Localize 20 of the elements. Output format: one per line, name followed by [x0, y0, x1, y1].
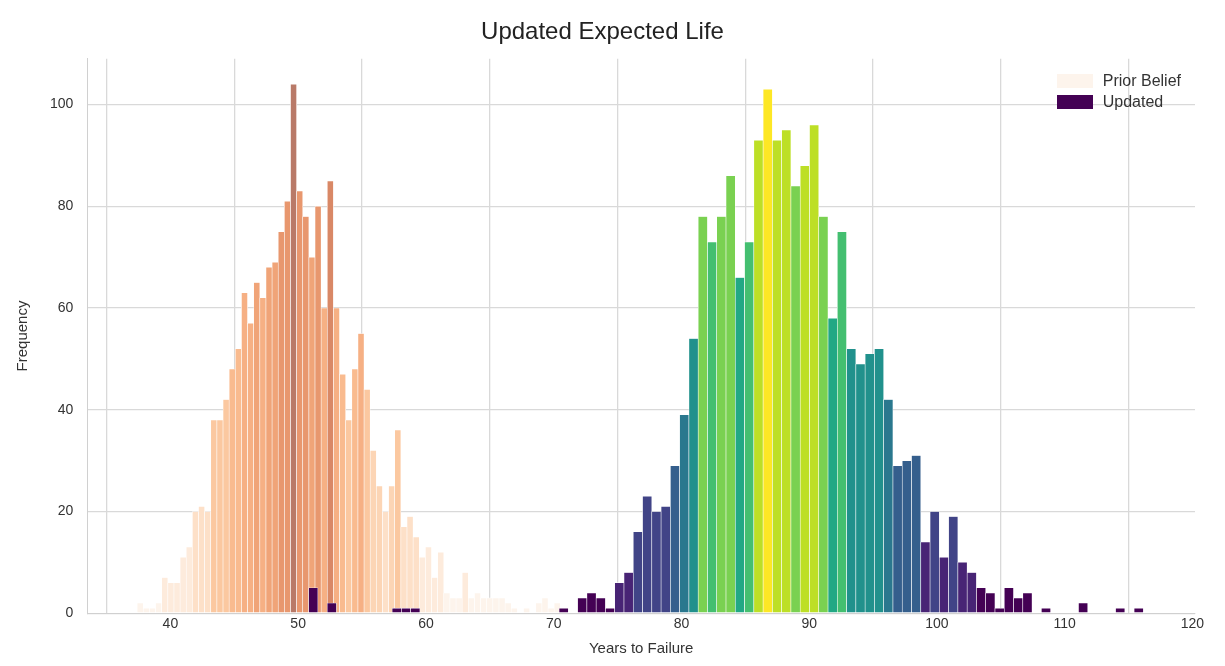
y-tick-label: 20 [57, 502, 74, 519]
x-tick-label: 100 [925, 615, 949, 632]
x-tick-label: 50 [290, 615, 307, 632]
chart-title: Updated Expected Life [481, 17, 724, 45]
y-tick-label: 0 [65, 604, 74, 621]
x-axis-title: Years to Failure [588, 639, 694, 657]
y-tick-label: 80 [57, 197, 74, 214]
x-tick-label: 110 [1053, 615, 1077, 632]
x-tick-label: 120 [1180, 615, 1205, 632]
x-tick-label: 60 [418, 615, 434, 632]
x-tick-label: 40 [162, 615, 179, 632]
x-tick-label: 80 [673, 615, 690, 632]
y-tick-label: 60 [57, 298, 74, 315]
legend-label: Prior Belief [1102, 71, 1181, 90]
legend-label: Updated [1102, 92, 1164, 111]
y-axis-title: Frequency [13, 300, 31, 372]
y-tick-label: 40 [57, 400, 74, 417]
x-tick-label: 90 [801, 615, 818, 632]
y-tick-label: 100 [50, 95, 74, 112]
x-tick-label: 70 [545, 615, 562, 632]
